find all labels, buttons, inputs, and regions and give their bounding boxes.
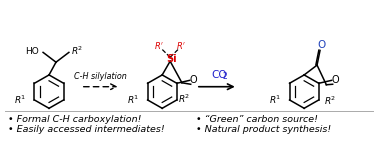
Text: $R^1$: $R^1$ xyxy=(14,94,26,106)
Text: $R'$: $R'$ xyxy=(176,40,186,51)
Text: 2: 2 xyxy=(223,72,228,81)
Text: C-H silylation: C-H silylation xyxy=(74,72,127,81)
Text: • Natural product synthesis!: • Natural product synthesis! xyxy=(196,125,331,134)
Text: O: O xyxy=(190,75,197,85)
Text: $R^1$: $R^1$ xyxy=(269,94,282,106)
Text: • Formal C-H carboxylation!: • Formal C-H carboxylation! xyxy=(8,115,142,124)
Text: HO: HO xyxy=(25,47,39,56)
Text: $R^2$: $R^2$ xyxy=(71,44,83,57)
Text: • Easily accessed intermediates!: • Easily accessed intermediates! xyxy=(8,125,165,134)
Text: $R^2$: $R^2$ xyxy=(324,95,336,107)
Text: Si: Si xyxy=(166,54,177,64)
Text: $R'$: $R'$ xyxy=(154,40,164,51)
Text: O: O xyxy=(317,40,325,50)
Text: CO: CO xyxy=(211,70,226,80)
Text: O: O xyxy=(332,75,339,85)
Text: • “Green” carbon source!: • “Green” carbon source! xyxy=(196,115,318,124)
Text: $R^2$: $R^2$ xyxy=(178,93,190,105)
Text: $R^1$: $R^1$ xyxy=(127,94,139,106)
